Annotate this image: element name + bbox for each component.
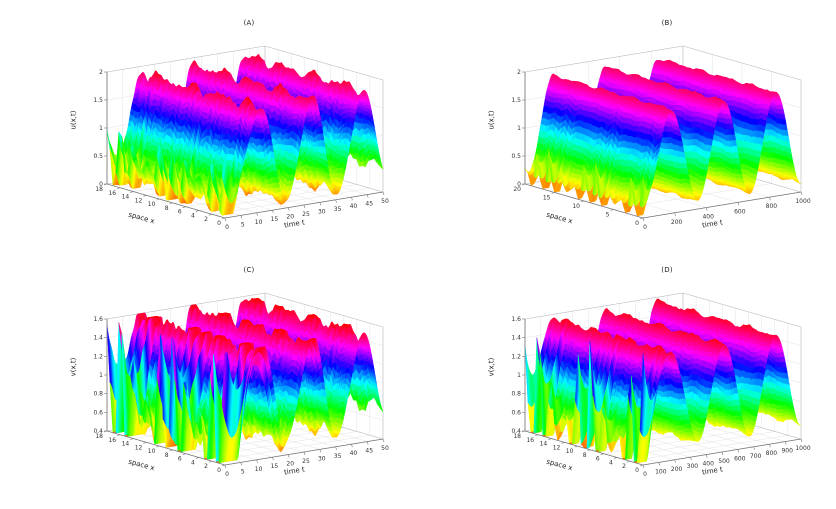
surface-canvas-b (465, 28, 836, 262)
z-axis-label-d: v(x,t) (487, 357, 496, 377)
surface-canvas-c (47, 275, 451, 509)
z-axis-label-c: v(x,t) (69, 357, 78, 377)
z-axis-label-a: u(x,t) (69, 110, 78, 130)
plot-title-b: (B) (661, 19, 673, 27)
plot-title-c: (C) (243, 266, 255, 274)
panel-b: (B) u(x,t) space x time t (458, 16, 836, 262)
panel-a: (A) u(x,t) space x time t (40, 16, 451, 262)
figure-surface-plots: (A) u(x,t) space x time t (B) u(x,t) spa… (40, 16, 836, 509)
plot-title-a: (A) (243, 19, 255, 27)
surface-canvas-d (465, 275, 836, 509)
panel-c: (C) v(x,t) space x time t (40, 263, 451, 509)
panel-d: (D) v(x,t) space x time t (458, 263, 836, 509)
surface-canvas-a (47, 28, 451, 262)
plot-title-d: (D) (661, 266, 673, 274)
z-axis-label-b: u(x,t) (487, 110, 496, 130)
